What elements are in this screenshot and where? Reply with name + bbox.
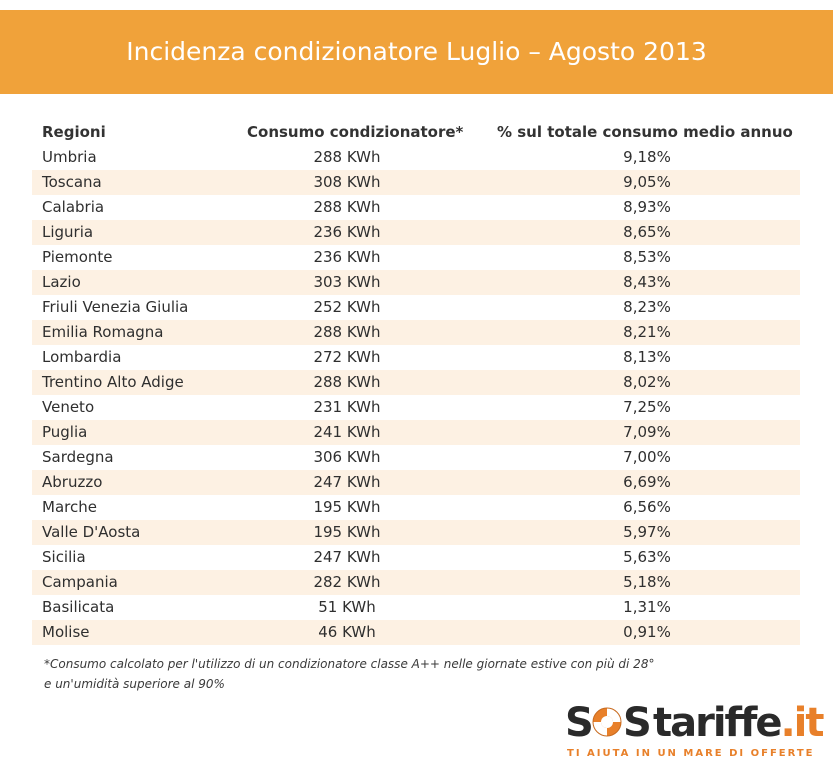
cell-consumo: 272 KWh — [313, 348, 381, 366]
footnote: *Consumo calcolato per l'utilizzo di un … — [44, 654, 744, 694]
table-row: Sardegna 306 KWh 7,00% — [32, 445, 800, 470]
cell-region: Abruzzo — [42, 473, 103, 491]
table-row: Sicilia 247 KWh 5,63% — [32, 545, 800, 570]
cell-region: Basilicata — [42, 598, 115, 616]
cell-region: Trentino Alto Adige — [42, 373, 184, 391]
logo-name-suffix: .it — [780, 700, 824, 746]
cell-consumo: 195 KWh — [313, 523, 381, 541]
cell-region: Sardegna — [42, 448, 114, 466]
cell-percentuale: 5,97% — [623, 523, 671, 541]
cell-consumo: 252 KWh — [313, 298, 381, 316]
cell-consumo: 231 KWh — [313, 398, 381, 416]
table-row: Marche 195 KWh 6,56% — [32, 495, 800, 520]
footnote-line-1: *Consumo calcolato per l'utilizzo di un … — [44, 657, 655, 671]
cell-region: Toscana — [42, 173, 102, 191]
table-row: Abruzzo 247 KWh 6,69% — [32, 470, 800, 495]
cell-percentuale: 8,13% — [623, 348, 671, 366]
cell-consumo: 46 KWh — [318, 623, 376, 641]
title-banner: Incidenza condizionatore Luglio – Agosto… — [0, 10, 833, 94]
cell-region: Sicilia — [42, 548, 86, 566]
cell-percentuale: 8,53% — [623, 248, 671, 266]
cell-percentuale: 6,69% — [623, 473, 671, 491]
table-row: Valle D'Aosta 195 KWh 5,97% — [32, 520, 800, 545]
chart-title: Incidenza condizionatore Luglio – Agosto… — [126, 37, 707, 66]
cell-region: Emilia Romagna — [42, 323, 164, 341]
table-row: Trentino Alto Adige 288 KWh 8,02% — [32, 370, 800, 395]
table-row: Basilicata 51 KWh 1,31% — [32, 595, 800, 620]
cell-region: Veneto — [42, 398, 95, 416]
cell-region: Liguria — [42, 223, 94, 241]
data-table: Regioni Consumo condizionatore* % sul to… — [32, 120, 800, 645]
logo-tagline: TI AIUTA IN UN MARE DI OFFERTE — [567, 748, 815, 759]
sostariffe-logo: S S tariffe.it TI AIUTA IN UN MARE DI OF… — [563, 698, 825, 768]
cell-region: Lazio — [42, 273, 81, 291]
logo-letter-s1: S — [565, 700, 594, 746]
cell-consumo: 241 KWh — [313, 423, 381, 441]
cell-consumo: 308 KWh — [313, 173, 381, 191]
cell-percentuale: 9,05% — [623, 173, 671, 191]
table-row: Campania 282 KWh 5,18% — [32, 570, 800, 595]
table-row: Toscana 308 KWh 9,05% — [32, 170, 800, 195]
cell-percentuale: 5,63% — [623, 548, 671, 566]
cell-consumo: 288 KWh — [313, 148, 381, 166]
table-row: Piemonte 236 KWh 8,53% — [32, 245, 800, 270]
header-consumo: Consumo condizionatore* — [247, 123, 464, 141]
table-row: Calabria 288 KWh 8,93% — [32, 195, 800, 220]
table-body: Umbria 288 KWh 9,18% Toscana 308 KWh 9,05% Cal… — [32, 145, 800, 645]
logo-letter-s2: S — [623, 700, 652, 746]
cell-percentuale: 5,18% — [623, 573, 671, 591]
table-row: Veneto 231 KWh 7,25% — [32, 395, 800, 420]
cell-percentuale: 8,02% — [623, 373, 671, 391]
table-row: Friuli Venezia Giulia 252 KWh 8,23% — [32, 295, 800, 320]
cell-consumo: 247 KWh — [313, 548, 381, 566]
cell-percentuale: 7,09% — [623, 423, 671, 441]
cell-consumo: 306 KWh — [313, 448, 381, 466]
cell-consumo: 288 KWh — [313, 198, 381, 216]
cell-percentuale: 8,21% — [623, 323, 671, 341]
cell-region: Puglia — [42, 423, 88, 441]
table-row: Lombardia 272 KWh 8,13% — [32, 345, 800, 370]
cell-region: Valle D'Aosta — [42, 523, 141, 541]
logo-name-main: tariffe — [653, 700, 782, 746]
header-regioni: Regioni — [42, 123, 106, 141]
cell-region: Friuli Venezia Giulia — [42, 298, 189, 316]
cell-region: Molise — [42, 623, 90, 641]
cell-percentuale: 0,91% — [623, 623, 671, 641]
footnote-line-2: e un'umidità superiore al 90% — [44, 677, 225, 691]
cell-percentuale: 1,31% — [623, 598, 671, 616]
cell-percentuale: 9,18% — [623, 148, 671, 166]
cell-region: Piemonte — [42, 248, 113, 266]
cell-region: Umbria — [42, 148, 97, 166]
cell-consumo: 303 KWh — [313, 273, 381, 291]
cell-region: Marche — [42, 498, 97, 516]
cell-consumo: 282 KWh — [313, 573, 381, 591]
cell-consumo: 288 KWh — [313, 323, 381, 341]
logo-name: tariffe.it — [653, 700, 825, 746]
cell-percentuale: 6,56% — [623, 498, 671, 516]
cell-consumo: 236 KWh — [313, 248, 381, 266]
cell-consumo: 236 KWh — [313, 223, 381, 241]
cell-percentuale: 8,43% — [623, 273, 671, 291]
cell-region: Lombardia — [42, 348, 122, 366]
table-row: Molise 46 KWh 0,91% — [32, 620, 800, 645]
cell-percentuale: 8,65% — [623, 223, 671, 241]
table-header-row: Regioni Consumo condizionatore* % sul to… — [32, 120, 800, 145]
cell-consumo: 288 KWh — [313, 373, 381, 391]
cell-consumo: 51 KWh — [318, 598, 376, 616]
table-row: Umbria 288 KWh 9,18% — [32, 145, 800, 170]
cell-consumo: 247 KWh — [313, 473, 381, 491]
header-percentuale: % sul totale consumo medio annuo — [497, 123, 793, 141]
table-row: Lazio 303 KWh 8,43% — [32, 270, 800, 295]
table-row: Emilia Romagna 288 KWh 8,21% — [32, 320, 800, 345]
cell-region: Campania — [42, 573, 118, 591]
table-row: Puglia 241 KWh 7,09% — [32, 420, 800, 445]
cell-percentuale: 7,25% — [623, 398, 671, 416]
cell-percentuale: 8,23% — [623, 298, 671, 316]
table-row: Liguria 236 KWh 8,65% — [32, 220, 800, 245]
cell-consumo: 195 KWh — [313, 498, 381, 516]
lifebuoy-icon — [592, 707, 622, 737]
cell-percentuale: 8,93% — [623, 198, 671, 216]
cell-percentuale: 7,00% — [623, 448, 671, 466]
cell-region: Calabria — [42, 198, 105, 216]
